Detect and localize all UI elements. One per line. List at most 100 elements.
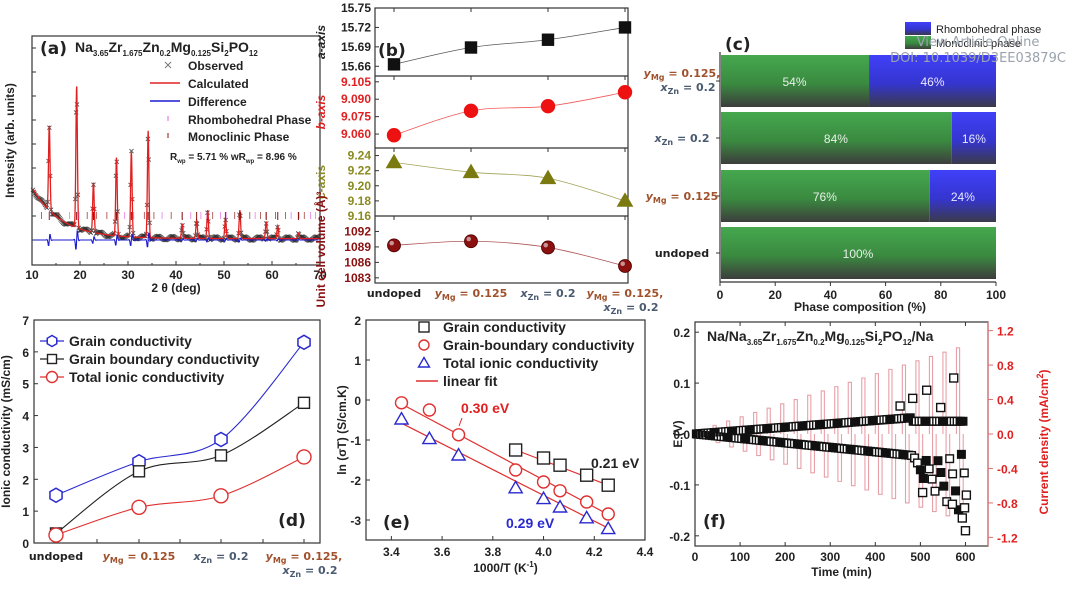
data-point bbox=[600, 520, 617, 535]
data-point bbox=[464, 41, 478, 54]
panel-b: 15.66 15.69 15.72 15.75 a-axis 9.060 9.075 9.09… bbox=[313, 1, 663, 316]
data-point bbox=[393, 411, 410, 425]
x-category-label: yMg = 0.125 bbox=[435, 287, 508, 302]
bar-label-monoclinic: 54% bbox=[783, 75, 807, 89]
x-tick-label: 40 bbox=[824, 288, 838, 302]
x-tick-label: 4.0 bbox=[535, 545, 552, 559]
bragg-ticks bbox=[41, 212, 316, 220]
legend-marker bbox=[46, 334, 58, 348]
y-axis-label: c-axis bbox=[314, 165, 328, 199]
legend-observed-marker bbox=[164, 61, 172, 69]
x-tick-label: 500 bbox=[910, 550, 930, 564]
y-category-label: yMg = 0.125 bbox=[646, 190, 719, 205]
y-axis-label: a-axis bbox=[314, 25, 328, 59]
legend-label: Grain conductivity bbox=[69, 333, 192, 349]
y-tick-label: 9.24 bbox=[348, 149, 372, 163]
data-point bbox=[616, 192, 634, 207]
legend-label: Total ionic conductivity bbox=[443, 355, 599, 371]
data-point bbox=[464, 234, 478, 249]
x-tick-label: 70 bbox=[313, 268, 327, 282]
x-tick-label: 400 bbox=[865, 550, 885, 564]
voltage-spike bbox=[921, 385, 932, 395]
y-axis-label: ln (σT) (S/cm.K) bbox=[335, 385, 349, 475]
x-tick-label: 4.2 bbox=[586, 545, 603, 559]
x-category-label: xZn = 0.2 bbox=[193, 550, 249, 565]
y-tick-label: 15.66 bbox=[341, 59, 371, 73]
data-point bbox=[387, 238, 401, 253]
x-tick-label: 300 bbox=[820, 550, 840, 564]
data-point bbox=[132, 465, 146, 478]
x-tick-label: 100 bbox=[730, 550, 750, 564]
cell-title: Na/Na3.65Zr1.675Zn0.2Mg0.125Si2PO12/Na bbox=[707, 328, 934, 347]
x-category-undoped: undoped bbox=[367, 287, 421, 300]
y-category-label: xZn = 0.2 bbox=[654, 132, 710, 147]
y-tick-label: 9.090 bbox=[341, 92, 371, 106]
data-point bbox=[535, 490, 552, 505]
current-pulse bbox=[861, 377, 870, 491]
x-axis-label: Time (min) bbox=[811, 565, 871, 579]
voltage-point bbox=[951, 486, 961, 496]
voltage-spike bbox=[895, 401, 905, 411]
current-pulse bbox=[807, 394, 816, 474]
watermark-line1: View Article Online bbox=[917, 35, 1040, 50]
panel-f: 0 100 200 300 400 500 600 -0.2 -0.1 0.0 0.1 0.2 -1.2… bbox=[669, 321, 1051, 579]
legend-observed: Observed bbox=[188, 59, 243, 73]
data-point bbox=[214, 431, 228, 448]
y-tick-label: 1083 bbox=[344, 271, 371, 285]
panel-c: 54% 46%yMg = 0.125,xZn = 0.284% 16%xZn = 0… bbox=[644, 22, 1041, 314]
data-point-highlight bbox=[620, 261, 625, 266]
x-category-label: yMg = 0.125, bbox=[266, 550, 343, 565]
x-tick-label: 0 bbox=[717, 288, 724, 302]
y-tick-label: -0.2 bbox=[669, 530, 690, 544]
y-category-label: yMg = 0.125, bbox=[644, 67, 721, 82]
y-tick-label: 15.69 bbox=[341, 40, 371, 54]
y2-tick-label: 0.4 bbox=[997, 394, 1014, 408]
data-point bbox=[579, 468, 594, 482]
watermark: View Article Online DOI: 10.1039/D3EE038… bbox=[890, 35, 1066, 66]
voltage-point bbox=[930, 486, 940, 496]
voltage-spike bbox=[947, 499, 958, 509]
y2-tick-label: -0.4 bbox=[997, 462, 1018, 476]
x-tick-label: 4.4 bbox=[637, 545, 654, 559]
y-category-undoped: undoped bbox=[655, 247, 709, 260]
voltage-point bbox=[936, 468, 946, 478]
voltage-spike bbox=[949, 373, 959, 383]
x-tick-label: 60 bbox=[879, 288, 893, 302]
y-tick-label: 1 bbox=[22, 505, 29, 519]
data-point bbox=[214, 449, 228, 462]
voltage-spike bbox=[960, 526, 971, 536]
panel-label: (b) bbox=[378, 41, 406, 61]
current-pulse bbox=[820, 390, 829, 478]
y-tick-label: 1 bbox=[354, 354, 361, 368]
data-point-highlight bbox=[389, 240, 394, 246]
y-tick-label: 3 bbox=[22, 441, 29, 455]
x-tick-label: 10 bbox=[25, 268, 39, 282]
x-tick-label: 3.4 bbox=[383, 545, 400, 559]
data-point bbox=[385, 153, 403, 169]
data-point bbox=[49, 487, 63, 504]
y-tick-label: 6 bbox=[22, 346, 29, 360]
panel-label: (c) bbox=[725, 35, 751, 55]
data-point bbox=[541, 240, 555, 255]
calculated-line bbox=[32, 86, 319, 240]
x-tick-label: 3.8 bbox=[484, 545, 501, 559]
y-tick-label: 5 bbox=[22, 378, 29, 392]
y2-axis-label: Current density (mA/cm2) bbox=[1035, 369, 1051, 514]
current-pulse bbox=[928, 355, 937, 513]
linear-fit-line bbox=[401, 403, 610, 516]
y2-tick-label: 0.0 bbox=[997, 428, 1014, 442]
x-category-label: yMg = 0.125, bbox=[587, 287, 664, 302]
panel-d: 0 1 2 3 4 5 6 7 Ionic conductivity (mS/cm) Grain … bbox=[0, 314, 342, 579]
current-pulse bbox=[780, 403, 788, 465]
data-point bbox=[552, 499, 568, 513]
y-tick-label: 2 bbox=[22, 473, 29, 487]
data-point bbox=[213, 488, 229, 504]
y-tick-label: -3 bbox=[350, 514, 361, 528]
voltage-point bbox=[927, 474, 937, 484]
legend-marker bbox=[45, 370, 59, 384]
data-point bbox=[463, 103, 479, 119]
data-point bbox=[297, 396, 311, 410]
x-tick-label: 50 bbox=[217, 268, 231, 282]
x-axis-label: 2 θ (deg) bbox=[151, 281, 200, 295]
plot-frame bbox=[365, 319, 646, 541]
